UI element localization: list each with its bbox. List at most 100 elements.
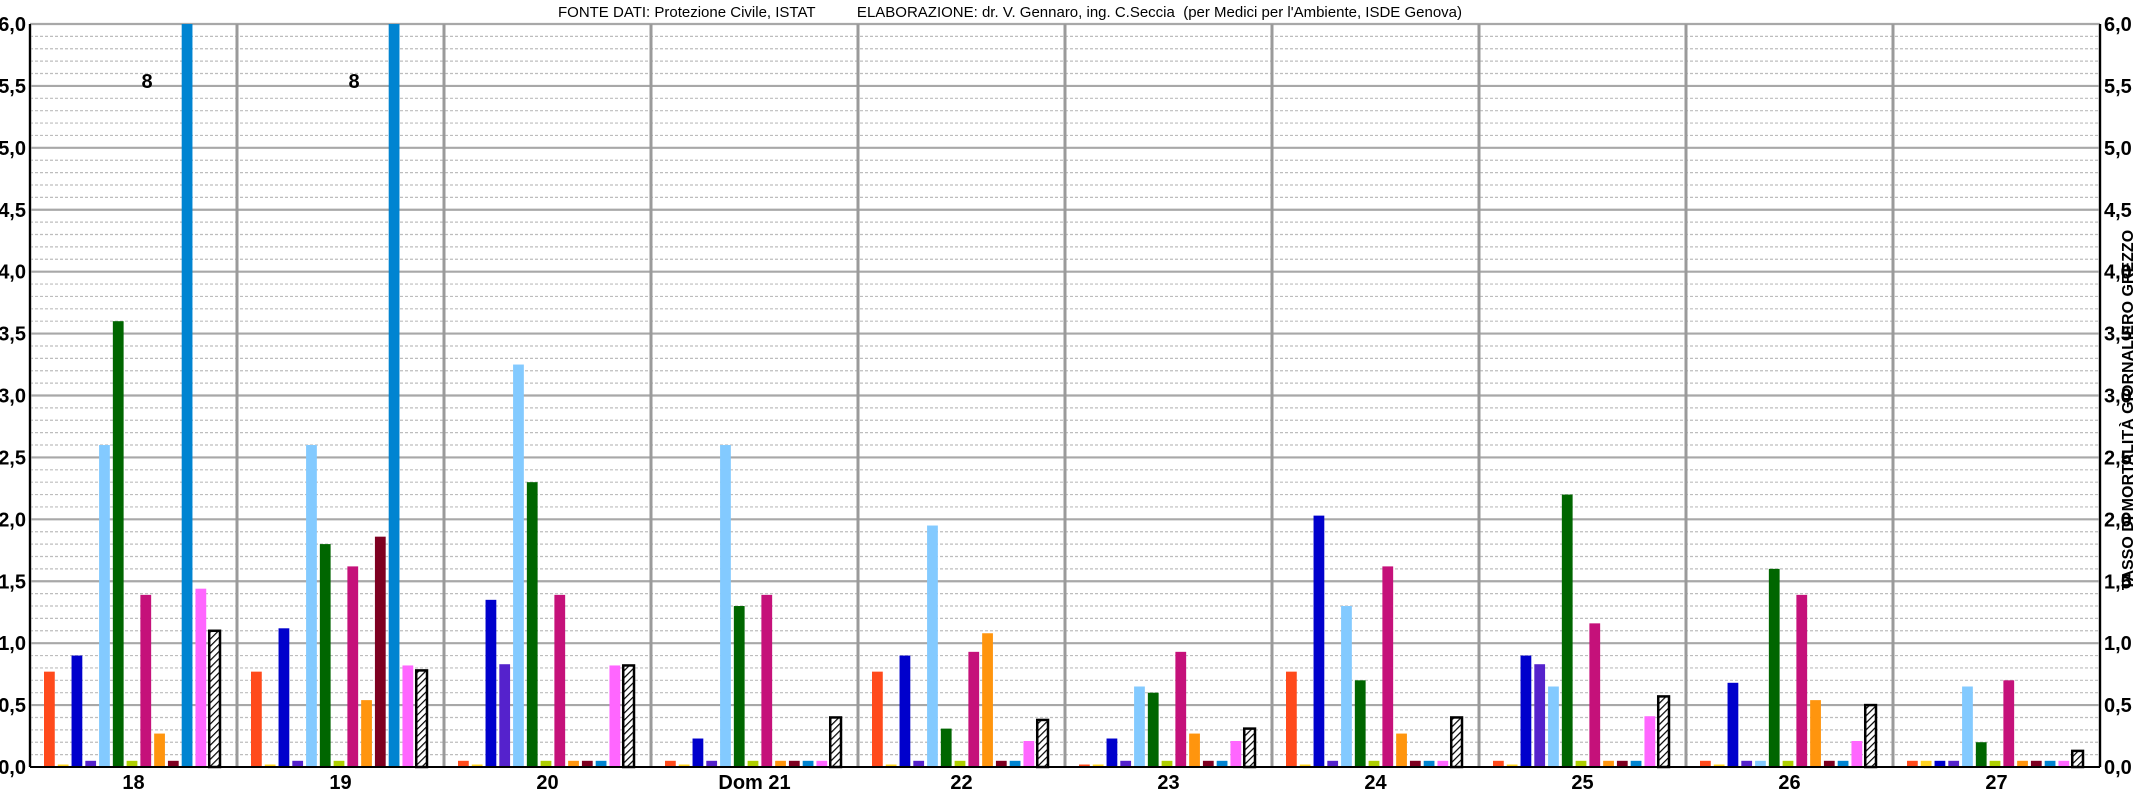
bar-s10-c9 [2044,760,2056,767]
bar-s6-c1 [333,760,345,767]
bar-s2-c5 [1106,738,1118,767]
bar-s0-c5 [1079,764,1090,767]
bar-s8-c7 [1603,760,1614,767]
bar-s9-c2 [581,760,593,767]
bar-s3-c9 [1948,760,1960,767]
bar-s5-c0 [112,321,124,767]
y-tick-right: 3,5 [2104,324,2132,346]
bar-s11-c0 [195,588,207,767]
bar-total-0 [207,629,222,769]
category-label: 27 [1985,772,2007,794]
bar-s5-c5 [1147,692,1159,767]
y-tick-left: 0,0 [0,757,26,779]
bar-s1-c4 [885,764,897,767]
axes: 18 19 20 Dom 21 22 23 24 25 26 27 8 8 0,0 0,0 0,5 0,5 1,… [0,14,2132,794]
bar-s3-c2 [499,664,511,767]
bar-s6-c8 [1782,760,1794,767]
bar-s11-c7 [1644,716,1656,767]
bar-s5-c6 [1354,680,1366,767]
bar-s5-c9 [1975,742,1987,767]
bar-s11-c5 [1230,740,1242,767]
bar-s4-c9 [1962,686,1973,767]
bar-s10-c1 [388,24,400,767]
bar-s1-c3 [678,764,690,767]
bar-s8-c4 [982,633,993,767]
bar-s0-c9 [1907,760,1918,767]
bar-s10-c4 [1009,760,1021,767]
bar-s9-c8 [1823,760,1835,767]
category-label: 22 [950,772,972,794]
bar-s11-c8 [1851,740,1863,767]
bar-s1-c5 [1092,764,1104,767]
bar-total-8 [1863,703,1878,769]
bar-s1-c6 [1299,764,1311,767]
bar-s4-c4 [927,525,938,767]
bar-s5-c4 [940,728,952,767]
bar-s9-c7 [1616,760,1628,767]
bar-s2-c4 [899,655,911,767]
bar-s2-c8 [1727,682,1739,767]
bar-total-2 [621,664,636,769]
bar-s11-c3 [816,760,828,767]
bar-total-3 [828,716,843,769]
bar-s6-c6 [1368,760,1380,767]
bar-s9-c3 [788,760,800,767]
bar-s10-c5 [1216,760,1228,767]
bar-s0-c2 [458,760,469,767]
bar-s3-c0 [85,760,97,767]
bar-s5-c2 [526,482,538,767]
bar-s6-c2 [540,760,552,767]
bar-s8-c6 [1396,733,1407,767]
bar-s3-c3 [706,760,718,767]
y-tick-right: 0,5 [2104,695,2132,717]
bar-s4-c8 [1755,760,1766,767]
bar-s7-c4 [968,651,980,767]
bar-s10-c3 [802,760,814,767]
bar-s0-c4 [872,671,883,767]
bar-s7-c8 [1796,594,1808,767]
bar-total-5 [1242,727,1257,769]
bar-s4-c7 [1548,686,1559,767]
bar-s4-c6 [1341,606,1352,767]
bar-s10-c7 [1630,760,1642,767]
bar-s11-c4 [1023,740,1035,767]
data-label: 8 [349,71,360,93]
y-tick-right: 5,0 [2104,138,2132,160]
bar-s5-c7 [1561,494,1573,767]
bar-s4-c3 [720,445,731,767]
bar-s2-c9 [1934,760,1946,767]
y-tick-left: 1,5 [0,571,26,593]
y-tick-right: 4,0 [2104,262,2132,284]
category-label: 18 [122,772,144,794]
bar-s6-c4 [954,760,966,767]
bar-s6-c3 [747,760,759,767]
bar-s3-c1 [292,760,304,767]
bar-s10-c8 [1837,760,1849,767]
category-label: 19 [329,772,351,794]
bar-s11-c2 [609,665,621,767]
bar-s8-c0 [154,733,165,767]
bar-s7-c9 [2003,680,2015,767]
y-tick-left: 5,5 [0,76,26,98]
bar-s6-c7 [1575,760,1587,767]
y-tick-right: 2,0 [2104,509,2132,531]
bar-s2-c6 [1313,515,1325,767]
bar-s0-c7 [1493,760,1504,767]
bar-s9-c5 [1202,760,1214,767]
y-tick-left: 4,5 [0,200,26,222]
bar-total-1 [414,669,429,769]
bar-s3-c4 [913,760,925,767]
bar-s8-c1 [361,700,372,767]
source-caption: FONTE DATI: Protezione Civile, ISTAT ELA… [558,4,1462,21]
y-tick-left: 5,0 [0,138,26,160]
y-tick-right: 0,0 [2104,757,2132,779]
bar-s8-c5 [1189,733,1200,767]
bar-total-7 [1656,695,1671,769]
bar-s1-c7 [1506,764,1518,767]
bar-s3-c7 [1534,664,1546,767]
bar-s1-c9 [1920,760,1932,767]
category-label: 20 [536,772,558,794]
category-label: 23 [1157,772,1179,794]
bars [44,24,2085,769]
